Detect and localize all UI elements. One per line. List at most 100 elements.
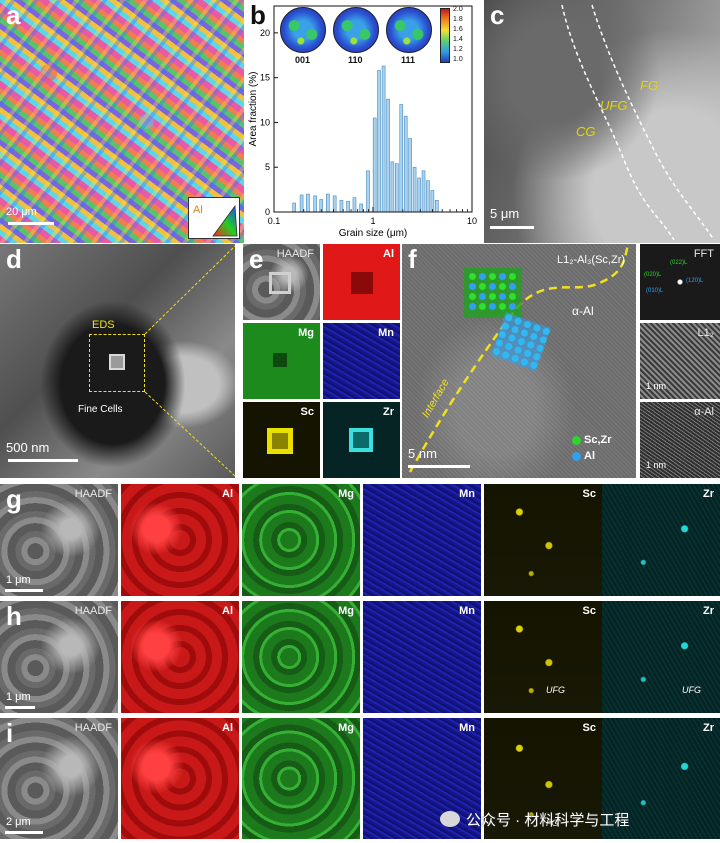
ipf-label: Al (193, 204, 203, 216)
fft-inset: FFT (020)L (022)L (010)L (120)L (640, 244, 720, 320)
row-i-haadf: i HAADF 2 μm (0, 718, 118, 839)
zoom-lines (144, 245, 235, 477)
histogram-bar (412, 166, 417, 213)
ufg-note: UFG (682, 685, 701, 695)
precipitate (109, 354, 125, 370)
scale-bar (490, 226, 534, 229)
histogram-bar (352, 197, 357, 213)
al-atom (526, 340, 536, 350)
fine-cells-label: Fine Cells (78, 404, 123, 415)
al-atom (469, 303, 476, 310)
colorbar-tick: 1.8 (453, 16, 463, 23)
histogram-bar (408, 138, 412, 213)
scale-bar (408, 465, 470, 468)
scale-label: 1 μm (6, 574, 31, 586)
inset-label: L1₂ (697, 327, 714, 339)
al-atom (520, 357, 530, 367)
al-atom (513, 316, 523, 326)
boundary-lines (561, 4, 715, 241)
panel-label-i: i (6, 718, 14, 748)
eds-label: EDS (92, 319, 115, 331)
sc-zr-atom (499, 303, 506, 310)
map-label: Mn (459, 605, 475, 617)
histogram-bar (299, 194, 304, 213)
panel-label-h: h (6, 601, 22, 631)
map-label: Mn (378, 327, 394, 339)
colorbar-tick: 1.0 (453, 56, 463, 63)
sc-zr-atom (509, 273, 516, 280)
scale-bar (5, 831, 43, 834)
histogram-bar (426, 180, 430, 213)
sc-zr-atom (499, 283, 506, 290)
colorbar (440, 8, 450, 63)
al-atom (519, 328, 529, 338)
al-atom (507, 333, 517, 343)
al-atom (504, 313, 514, 323)
eds-tile-haadf: e HAADF (243, 244, 320, 320)
al-atom (504, 342, 514, 352)
pole-figure-label: 111 (401, 55, 416, 65)
eds-tile-mg: Mg (243, 323, 320, 399)
map-label: Sc (300, 406, 314, 418)
scale-label: 1 nm (646, 381, 667, 391)
panel-b-grain-size-histogram: b 0 5 10 15 20 0.1 1 10 Grain size (μm) Area frac… (244, 0, 484, 243)
sc-zr-atom (479, 283, 486, 290)
region-label-fg: FG (640, 78, 659, 93)
al-atom (532, 352, 542, 362)
map-label: Sc (582, 605, 596, 617)
histogram-bar (403, 115, 408, 213)
y-tick-label: 5 (265, 162, 270, 172)
histogram-bar (306, 193, 310, 213)
map-label: Zr (383, 406, 394, 418)
colorbar-tick: 1.6 (453, 26, 463, 33)
row-i-sc: Sc FG (484, 718, 602, 839)
x-axis-label: Grain size (μm) (339, 228, 408, 239)
al-atom (501, 350, 511, 360)
panel-f-hrtem: f L1₂-Al₃(Sc,Zr) α-Al Interface Sc,Zr Al… (402, 244, 636, 478)
map-label: Sc (582, 488, 596, 500)
row-h-haadf: h HAADF 1 μm (0, 601, 118, 713)
al-atom (510, 353, 520, 363)
al-atom (523, 348, 533, 358)
map-label: Mg (338, 722, 354, 734)
precipitate (267, 428, 293, 454)
map-label: Al (222, 488, 233, 500)
map-label: Zr (703, 605, 714, 617)
panel-label-a: a (6, 0, 21, 30)
map-label: Mg (338, 605, 354, 617)
scale-label: 5 μm (490, 206, 520, 221)
histogram-bar (399, 104, 404, 213)
fft-spot: (120)L (686, 278, 704, 284)
al-atom (535, 343, 545, 353)
x-tick-label: 10 (467, 216, 477, 226)
histogram-bar (390, 161, 395, 213)
al-atom (509, 303, 516, 310)
fft-spot: (022)L (670, 260, 688, 266)
panel-label-g: g (6, 484, 22, 514)
scale-bar (5, 589, 43, 592)
ufg-note: UFG (546, 685, 565, 695)
panel-d-haadf-image: d EDS Fine Cells 500 nm (0, 244, 235, 478)
precipitate (349, 428, 373, 452)
fg-note: FG (546, 818, 559, 828)
depletion-zone (351, 272, 373, 294)
watermark: 公众号 · 材料科学与工程 (440, 806, 720, 832)
phase-label-bottom: α-Al (572, 304, 594, 318)
sc-zr-atom (489, 293, 496, 300)
map-label: Al (222, 605, 233, 617)
sc-zr-atom (489, 273, 496, 280)
al-atom (489, 303, 496, 310)
y-tick-label: 0 (265, 207, 270, 217)
map-label: HAADF (276, 248, 314, 260)
panel-label-e: e (249, 244, 264, 274)
x-tick-label: 0.1 (268, 216, 281, 226)
eds-box (89, 334, 145, 392)
histogram-bar (359, 203, 364, 213)
row-g-zr: Zr (602, 484, 720, 596)
y-tick-label: 15 (260, 73, 270, 83)
fft-spot: (010)L (646, 288, 664, 294)
ipf-key: Al (188, 197, 240, 239)
histogram-bar (421, 170, 426, 213)
scale-label: 1 nm (646, 460, 667, 470)
